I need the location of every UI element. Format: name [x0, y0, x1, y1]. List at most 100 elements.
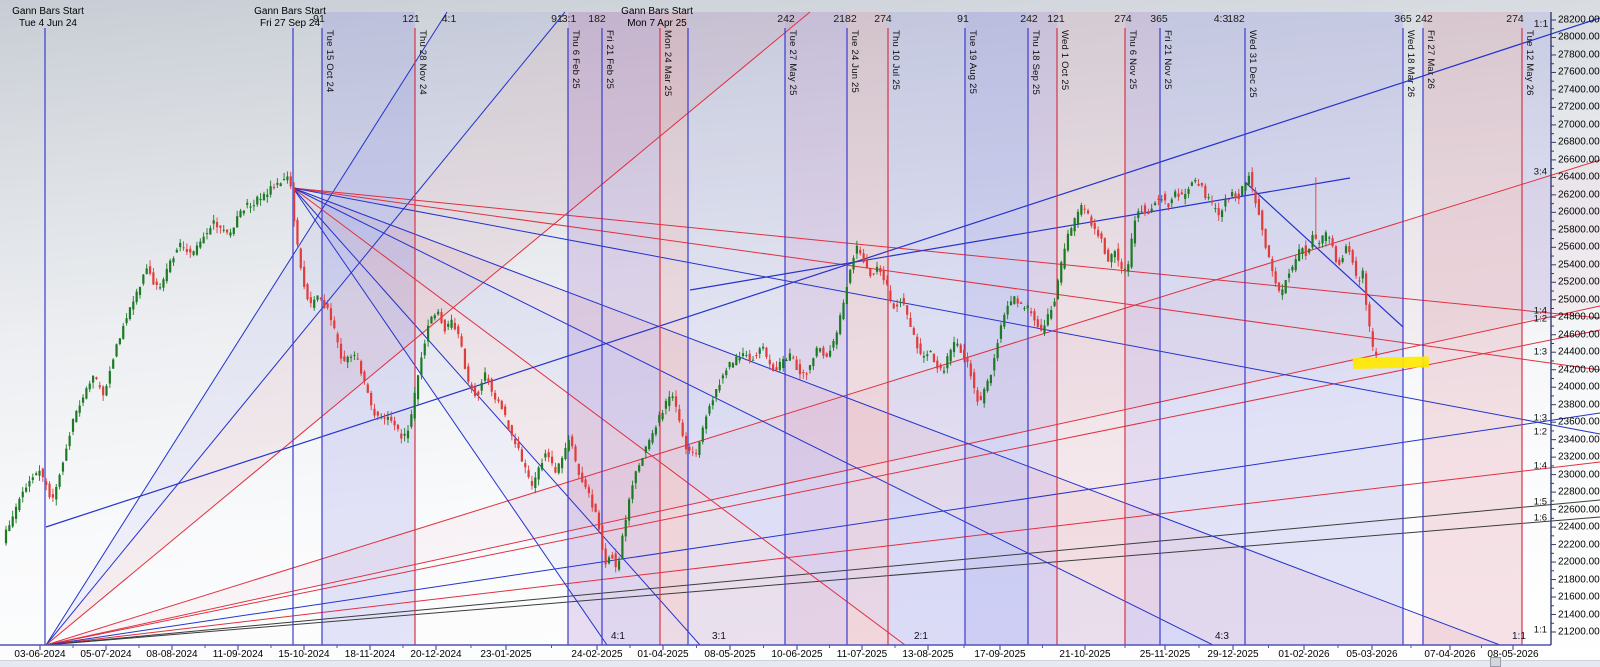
time-cycle-band[interactable] — [1125, 12, 1160, 645]
time-cycle-band[interactable] — [1423, 12, 1522, 645]
candle-body — [889, 290, 892, 301]
time-cycle-band[interactable] — [1160, 12, 1403, 645]
gann-fan-ray[interactable] — [292, 187, 701, 646]
candle-body — [1063, 248, 1066, 269]
rising-trendline[interactable] — [689, 177, 1351, 291]
candle-body — [1210, 200, 1214, 203]
price-axis-label: 26400.00 — [1558, 171, 1600, 183]
candle-body — [1140, 211, 1143, 213]
gann-fan-ray[interactable] — [45, 329, 1600, 646]
price-axis-label: 27600.00 — [1558, 66, 1600, 78]
gann-fan-ray[interactable] — [292, 187, 1214, 646]
time-cycle-band[interactable] — [847, 12, 888, 645]
time-cycle-band[interactable] — [688, 12, 785, 645]
candle-body — [1294, 259, 1297, 271]
gann-fan-ray[interactable] — [45, 499, 1600, 646]
gann-count-label: 365 — [1150, 13, 1168, 25]
candle-body — [973, 372, 976, 389]
gann-fan-ray[interactable] — [292, 187, 1600, 371]
one-one-angle[interactable] — [45, 17, 1600, 528]
clipped-text: 121 — [403, 0, 420, 2]
time-cycle-band[interactable] — [888, 12, 965, 645]
time-cycle-band[interactable] — [1057, 12, 1125, 645]
candle-body — [902, 297, 905, 305]
price-axis-label: 21600.00 — [1558, 591, 1600, 603]
candle-body — [14, 506, 18, 519]
gann-fan-ray[interactable] — [292, 187, 1501, 646]
gann-bars-start-label[interactable]: Gann Bars Start Fri 27 Sep 24 — [254, 6, 326, 29]
gann-bars-start-label[interactable]: Gann Bars Start Mon 7 Apr 25 — [621, 6, 693, 29]
candle-body — [762, 346, 765, 349]
price-axis-label: 23800.00 — [1558, 399, 1600, 411]
candle-body — [1298, 249, 1301, 261]
gann-fan-ray[interactable] — [45, 11, 448, 646]
gann-fan-ray[interactable] — [45, 412, 1600, 646]
gann-fan-ray[interactable] — [45, 159, 1600, 646]
candle-body — [406, 430, 410, 439]
time-cycle-band[interactable] — [322, 12, 415, 645]
candle-body — [544, 453, 547, 458]
candle-body — [202, 236, 205, 244]
candle-body — [1348, 246, 1351, 253]
candle-body — [125, 318, 128, 324]
gann-fan-ray[interactable] — [292, 187, 1600, 435]
candle-body — [1254, 190, 1257, 204]
candle-body — [772, 364, 775, 371]
candle-body — [219, 225, 222, 228]
candle-body — [785, 359, 788, 361]
time-cycle-band[interactable] — [568, 12, 660, 645]
candle-body — [1304, 245, 1307, 256]
resize-handle[interactable] — [1490, 657, 1501, 667]
candle-body — [581, 472, 584, 482]
gann-fan-ray[interactable] — [45, 516, 1600, 646]
candle-body — [896, 304, 899, 307]
candle-body — [855, 245, 858, 254]
candle-body — [189, 248, 192, 253]
gann-fan-ray[interactable] — [292, 187, 906, 646]
gann-ratio-label-bottom: 4:3 — [1215, 631, 1229, 642]
time-cycle-band[interactable] — [785, 12, 847, 645]
time-cycle-band[interactable] — [1522, 12, 1551, 320]
price-axis-label: 22600.00 — [1558, 504, 1600, 516]
candle-body — [205, 233, 209, 235]
vertical-date-label: Thu 10 Jul 25 — [890, 30, 901, 91]
gann-bars-start-title: Gann Bars Start — [12, 6, 84, 17]
candle-body — [751, 359, 755, 361]
yellow-highlight-marker[interactable] — [1352, 356, 1429, 370]
candle-body — [199, 241, 202, 248]
gann-fan-ray[interactable] — [45, 11, 566, 646]
time-cycle-band[interactable] — [965, 12, 1028, 645]
gann-fan-ray[interactable] — [45, 461, 1600, 646]
gann-fan-ray[interactable] — [45, 305, 1600, 646]
candle-body — [102, 386, 105, 396]
candle-body — [1314, 234, 1317, 239]
time-cycle-band[interactable] — [1028, 12, 1057, 645]
candle-body — [1194, 180, 1197, 182]
gann-bars-start-date: Fri 27 Sep 24 — [259, 17, 321, 29]
gann-fan-ray[interactable] — [292, 187, 608, 646]
candle-body — [768, 359, 771, 365]
price-axis-label: 26200.00 — [1558, 189, 1600, 201]
clipped-text: 121 — [1048, 0, 1065, 2]
vertical-date-label: Fri 27 Mar 26 — [1425, 30, 1436, 90]
gann-bars-start-label[interactable]: Gann Bars Start Tue 4 Jun 24 — [12, 6, 84, 29]
candle-body — [41, 468, 44, 478]
clipped-text: Gann Bars Start — [621, 0, 693, 2]
window-bottom-strip — [0, 657, 1600, 667]
gann-fan-ray[interactable] — [292, 187, 1600, 319]
candle-body — [135, 291, 138, 302]
candle-body — [963, 349, 966, 360]
clipped-text: Gann Bars Start — [254, 0, 326, 2]
time-axis-label: 21-10-2025 — [1059, 649, 1111, 660]
gann-ratio-label-bottom: 4:1 — [611, 631, 625, 642]
candle-body — [520, 449, 523, 462]
falling-trendline[interactable] — [1244, 181, 1404, 328]
gann-count-label: 91 — [957, 13, 969, 25]
candle-body — [195, 245, 199, 255]
candle-body — [909, 317, 912, 327]
time-axis-label: 11-07-2025 — [836, 649, 888, 660]
candle-body — [215, 222, 219, 228]
candle-body — [1287, 273, 1291, 278]
candle-body — [293, 186, 296, 222]
candle-body — [691, 451, 694, 453]
